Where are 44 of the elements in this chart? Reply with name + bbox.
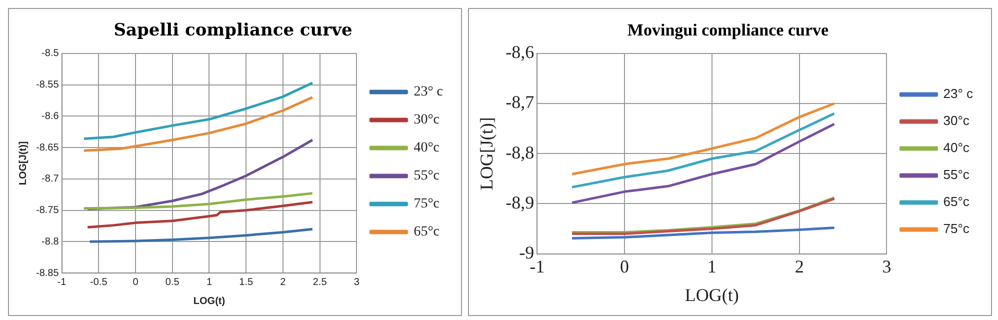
x-tick-label: 2: [794, 256, 804, 276]
x-tick-label: 2.5: [312, 276, 328, 288]
y-tick-label: -8.8: [42, 236, 60, 248]
y-tick-label: -9: [519, 242, 534, 263]
y-tick-label: -8,7: [506, 92, 534, 112]
y-tick-label: -8.85: [36, 268, 60, 279]
legend-label: 30°c: [943, 113, 970, 128]
x-tick-label: -1: [57, 276, 67, 288]
y-tick-label: -8.65: [36, 142, 60, 154]
legend-label: 23° c: [943, 86, 974, 102]
legend-label: 75°c: [414, 196, 440, 212]
y-tick-label: -8.7: [42, 174, 60, 185]
x-axis-title: LOG(t): [684, 284, 739, 305]
y-tick-label: -8,8: [506, 142, 534, 162]
x-tick-label: 2: [280, 276, 286, 288]
y-tick-label: -8.6: [42, 110, 60, 122]
legend-label: 40°c: [943, 140, 970, 156]
x-tick-label: 0: [132, 276, 139, 288]
legend-label: 65°c: [414, 224, 440, 240]
legend-label: 55°c: [414, 168, 440, 184]
legend-label: 40°c: [414, 140, 440, 156]
y-tick-label: -8.5: [42, 48, 60, 60]
x-tick-label: 1: [206, 276, 212, 288]
y-axis-title: LOG[J(t)]: [476, 117, 497, 190]
y-tick-label: -8.55: [36, 80, 60, 91]
chart-title: Sapelli compliance curve: [114, 20, 352, 41]
legend-label: 75°c: [943, 221, 970, 236]
legend-label: 23° c: [414, 84, 443, 100]
legend-label: 30°c: [414, 112, 440, 128]
x-tick-label: -0.5: [90, 276, 108, 288]
x-tick-label: 0.5: [165, 276, 180, 288]
legend-label: 65°c: [943, 194, 970, 210]
y-axis-title: LOG[J(t)]: [18, 141, 29, 186]
x-axis-title: LOG(t): [193, 296, 226, 307]
y-tick-label: -8,6: [506, 42, 534, 62]
y-tick-label: -8,9: [506, 192, 534, 212]
x-tick-label: 1.5: [239, 276, 254, 288]
chart-title: Movingui compliance curve: [627, 20, 830, 40]
x-tick-label: 3: [882, 256, 892, 276]
x-tick-label: 1: [707, 256, 716, 276]
legend-label: 55°c: [943, 167, 970, 182]
x-tick-label: 3: [354, 276, 360, 288]
y-tick-label: -8.75: [36, 205, 60, 216]
x-tick-label: 0: [620, 256, 630, 276]
